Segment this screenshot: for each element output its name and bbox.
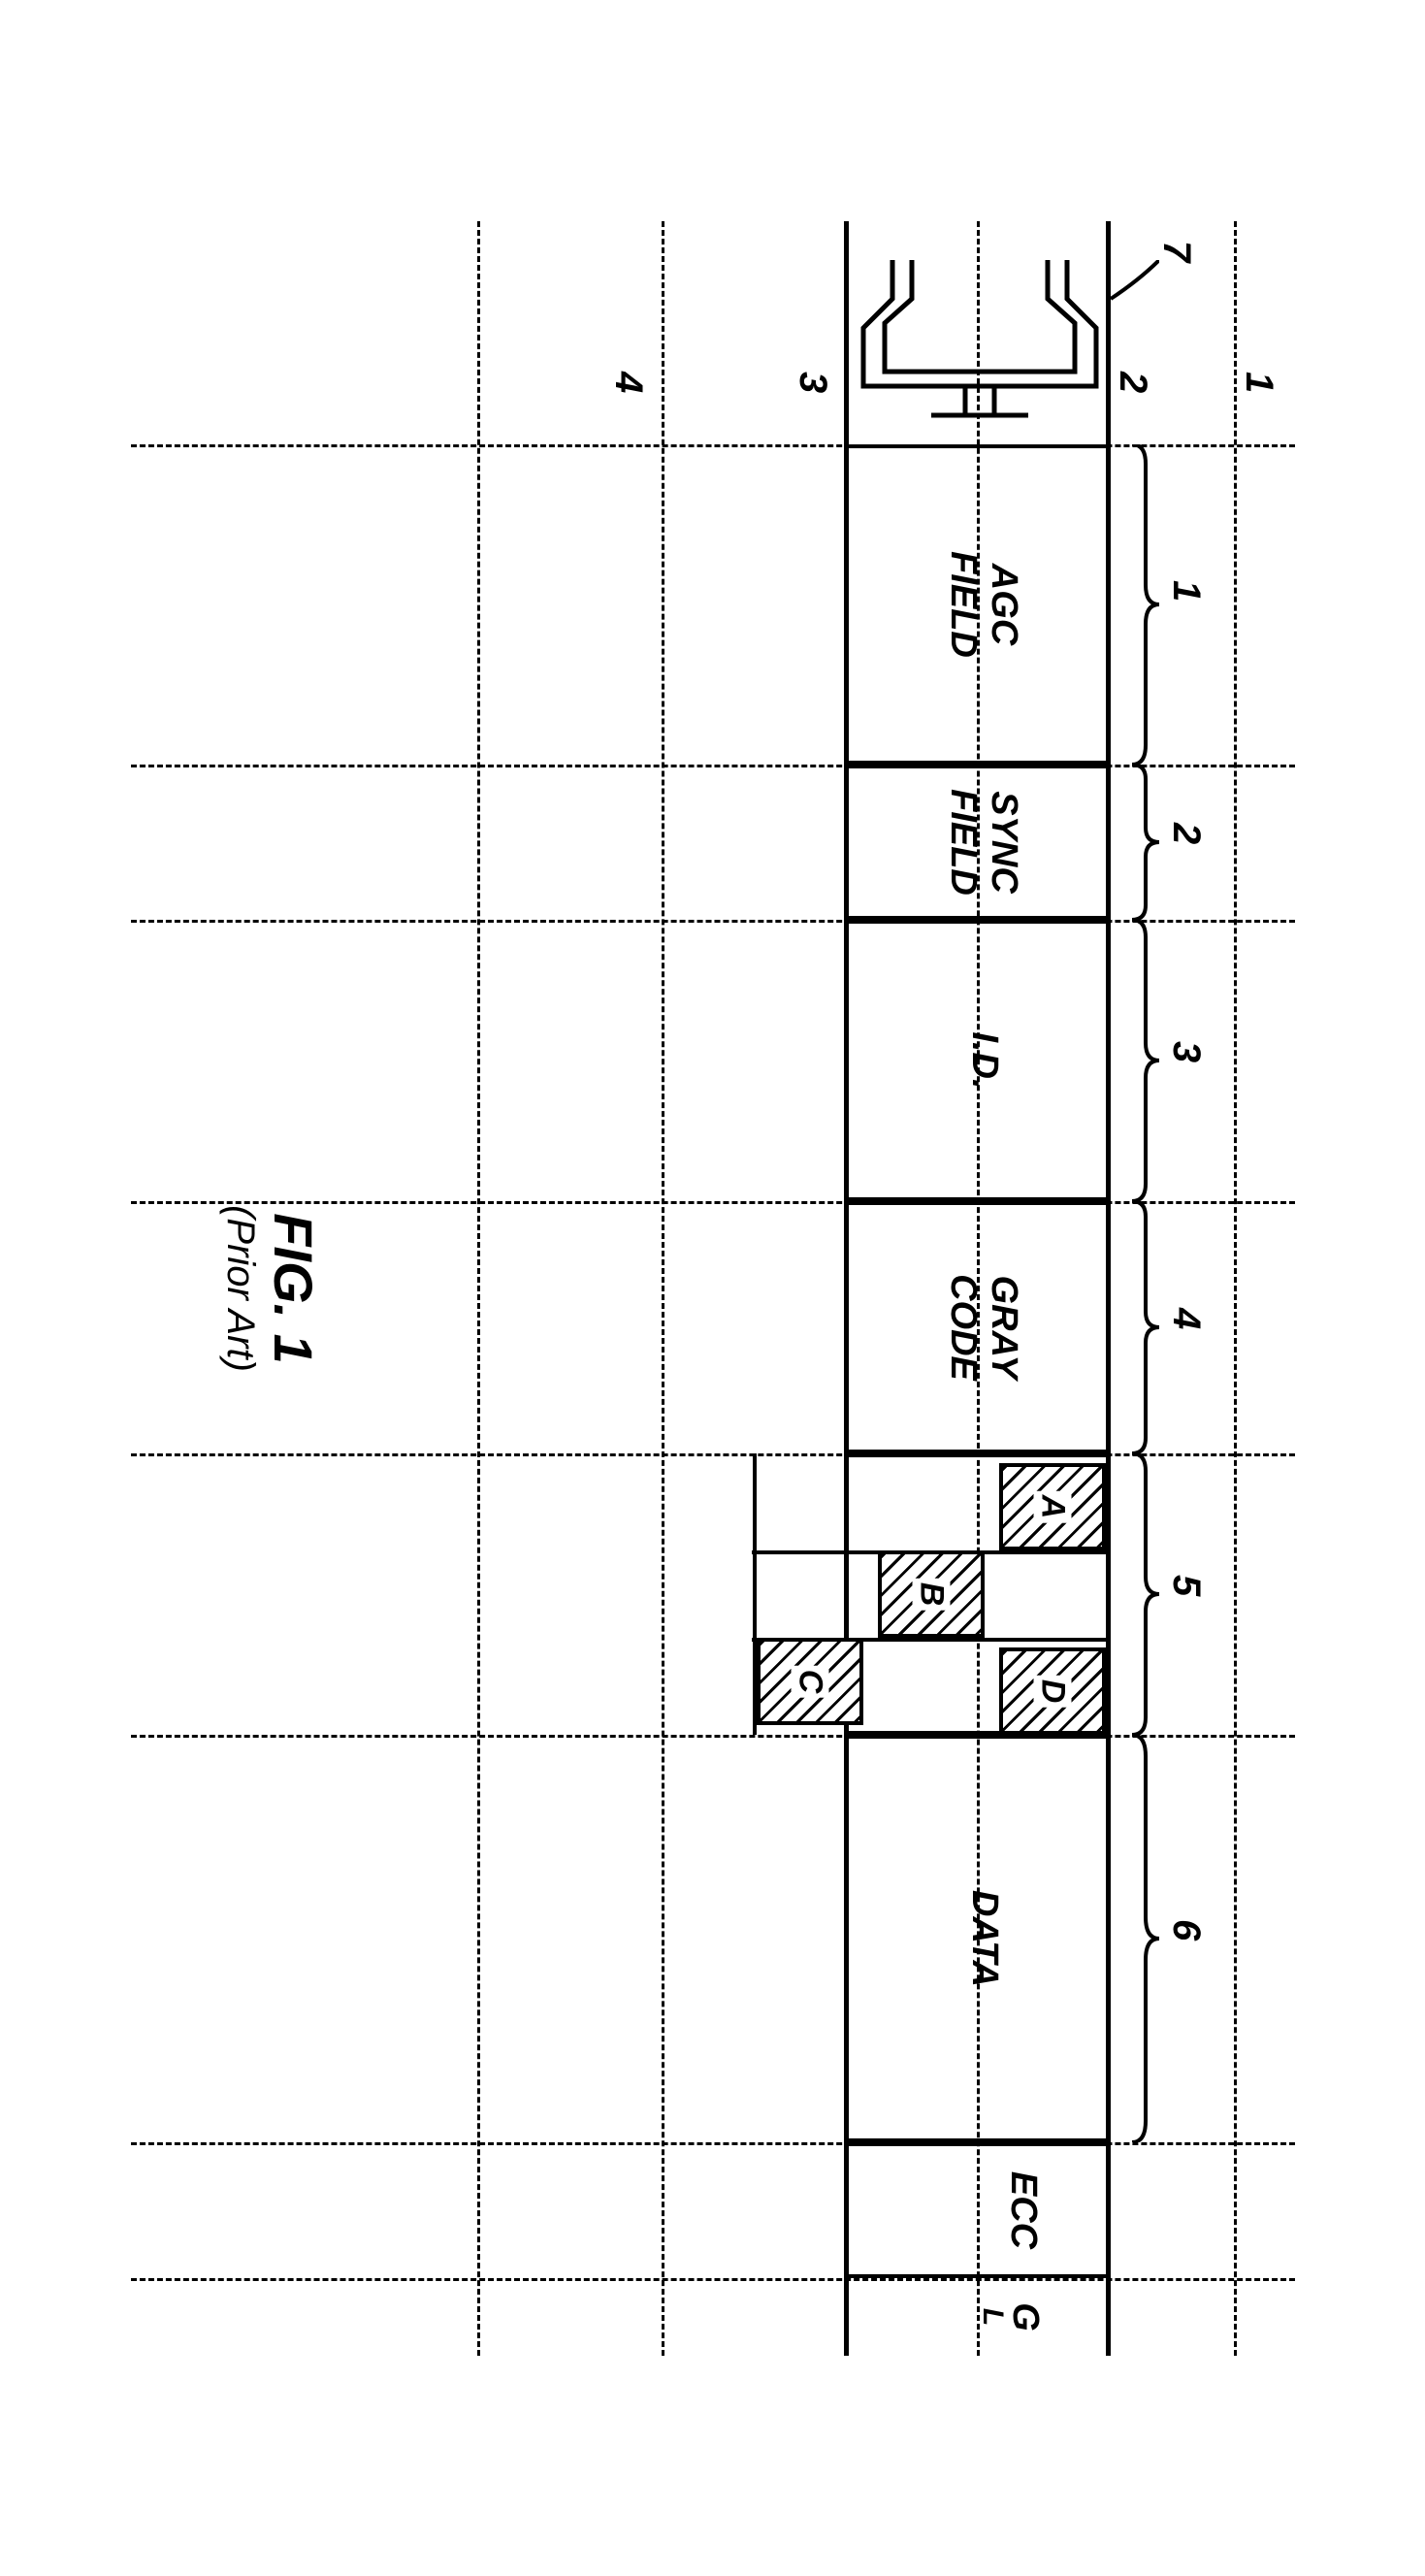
track-format-diagram: 1 2 3 4 7 (131, 221, 1295, 2356)
burst-grid-line-h (753, 1453, 757, 1735)
label-data: DATA (963, 1735, 1004, 2142)
head-ref-leader (1101, 260, 1159, 318)
section-num-1: 1 (1164, 580, 1208, 602)
figure-subtitle: (Prior Art) (218, 221, 262, 2356)
brace-2 (1130, 765, 1159, 920)
label-sync-line2: FIELD (943, 789, 984, 896)
label-id: I.D. (963, 920, 1004, 1201)
label-g-text: G (1005, 2302, 1046, 2331)
row-number-3: 3 (791, 372, 834, 393)
cell-ecc (849, 2142, 1111, 2278)
label-ecc-text: ECC (1003, 2170, 1044, 2248)
brace-4 (1130, 1201, 1159, 1453)
brace-6 (1130, 1735, 1159, 2142)
label-agc: AGC FIELD (942, 444, 1023, 765)
label-data-line1: DATA (964, 1890, 1005, 1987)
label-sync-line1: SYNC (984, 791, 1024, 894)
figure-caption: FIG. 1 (Prior Art) (218, 221, 325, 2356)
section-num-2: 2 (1164, 823, 1208, 844)
row-number-4: 4 (606, 372, 650, 393)
section-num-5: 5 (1164, 1575, 1208, 1596)
row-line-3 (662, 221, 664, 2356)
row-line-1 (1234, 221, 1237, 2356)
label-gray-line1: GRAY (984, 1275, 1024, 1379)
head-ref-number: 7 (1154, 241, 1198, 262)
burst-c: C (757, 1638, 863, 1725)
section-num-6: 6 (1164, 1919, 1208, 1940)
read-head-icon (854, 260, 1106, 425)
label-gray: GRAY CODE (942, 1201, 1023, 1453)
label-agc-line1: AGC (984, 563, 1024, 644)
burst-a: A (999, 1463, 1106, 1550)
burst-b-label: B (912, 1578, 950, 1610)
figure-title: FIG. 1 (263, 1213, 324, 1364)
burst-b: B (878, 1550, 985, 1638)
label-l-text: L (977, 2307, 1009, 2325)
label-g: G (1004, 2283, 1045, 2351)
burst-grid-line-v2 (752, 1638, 1111, 1642)
row-line-2-bottom (844, 221, 849, 2356)
burst-grid-line-v1 (752, 1550, 1111, 1554)
brace-5 (1130, 1453, 1159, 1735)
label-ecc: ECC (1002, 2142, 1043, 2278)
burst-a-label: A (1033, 1490, 1071, 1522)
label-agc-line2: FIELD (943, 551, 984, 658)
section-num-4: 4 (1164, 1308, 1208, 1329)
label-sync: SYNC FIELD (942, 765, 1023, 920)
burst-d: D (999, 1647, 1106, 1735)
burst-c-label: C (791, 1665, 828, 1697)
brace-3 (1130, 920, 1159, 1201)
row-number-1: 1 (1237, 372, 1280, 393)
brace-1 (1130, 444, 1159, 765)
label-id-line1: I.D. (964, 1031, 1005, 1089)
section-num-3: 3 (1164, 1041, 1208, 1062)
burst-d-label: D (1033, 1675, 1071, 1707)
row-number-2: 2 (1111, 372, 1154, 393)
label-gray-line2: CODE (943, 1274, 984, 1381)
label-l: L (977, 2283, 1009, 2351)
row-line-4 (477, 221, 480, 2356)
